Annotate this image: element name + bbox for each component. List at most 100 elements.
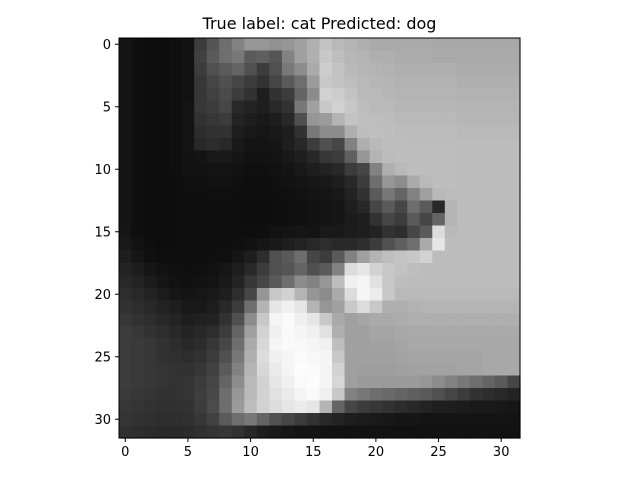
pixel-cell	[206, 300, 220, 314]
pixel-cell	[394, 238, 408, 252]
pixel-cell	[231, 350, 245, 364]
pixel-cell	[281, 425, 296, 439]
pixel-cell	[482, 75, 496, 89]
pixel-cell	[181, 288, 195, 302]
pixel-cell	[469, 150, 484, 164]
pixel-cell	[394, 188, 408, 202]
pixel-cell	[144, 325, 158, 339]
pixel-cell	[469, 238, 484, 252]
pixel-cell	[144, 375, 158, 389]
pixel-cell	[357, 350, 371, 364]
pixel-cell	[219, 250, 233, 264]
pixel-cell	[206, 50, 220, 64]
pixel-cell	[131, 300, 145, 314]
pixel-cell	[507, 125, 521, 139]
pixel-cell	[219, 150, 233, 164]
pixel-cell	[194, 413, 208, 427]
pixel-cell	[131, 213, 145, 227]
pixel-cell	[482, 388, 496, 402]
pixel-cell	[231, 38, 245, 52]
pixel-cell	[457, 213, 471, 227]
pixel-cell	[156, 275, 170, 289]
pixel-cell	[432, 400, 446, 414]
pixel-cell	[394, 363, 408, 377]
pixel-cell	[507, 50, 521, 64]
pixel-cell	[419, 50, 433, 64]
pixel-cell	[181, 100, 195, 114]
pixel-cell	[194, 313, 208, 327]
pixel-cell	[194, 50, 208, 64]
pixel-cell	[357, 125, 371, 139]
pixel-cell	[281, 388, 296, 402]
pixel-cell	[206, 188, 220, 202]
pixel-cell	[432, 188, 446, 202]
pixel-cell	[432, 100, 446, 114]
pixel-cell	[256, 163, 270, 177]
pixel-cell	[181, 125, 195, 139]
pixel-cell	[219, 213, 233, 227]
pixel-cell	[482, 325, 496, 339]
pixel-cell	[244, 325, 258, 339]
pixel-cell	[194, 275, 208, 289]
pixel-cell	[269, 425, 283, 439]
pixel-cell	[369, 413, 383, 427]
pixel-cell	[482, 100, 496, 114]
pixel-cell	[332, 388, 346, 402]
pixel-cell	[306, 263, 321, 277]
pixel-cell	[206, 425, 220, 439]
pixel-cell	[169, 175, 183, 189]
pixel-cell	[119, 175, 133, 189]
pixel-cell	[169, 288, 183, 302]
pixel-cell	[469, 50, 484, 64]
pixel-cell	[507, 225, 521, 239]
pixel-cell	[382, 300, 396, 314]
pixel-cell	[244, 413, 258, 427]
pixel-cell	[206, 275, 220, 289]
pixel-cell	[344, 388, 358, 402]
pixel-cell	[382, 175, 396, 189]
pixel-cell	[194, 425, 208, 439]
pixel-cell	[469, 250, 484, 264]
pixel-cell	[457, 163, 471, 177]
pixel-cell	[482, 63, 496, 77]
pixel-cell	[144, 238, 158, 252]
pixel-cell	[444, 88, 458, 102]
x-tick-label: 30	[493, 445, 510, 460]
pixel-cell	[419, 275, 433, 289]
pixel-cell	[482, 313, 496, 327]
pixel-cell	[482, 88, 496, 102]
pixel-cell	[194, 200, 208, 214]
pixel-cell	[194, 88, 208, 102]
pixel-cell	[332, 263, 346, 277]
pixel-cell	[407, 288, 421, 302]
pixel-cell	[369, 125, 383, 139]
pixel-cell	[332, 75, 346, 89]
pixel-cell	[156, 138, 170, 152]
pixel-cell	[244, 88, 258, 102]
pixel-cell	[457, 175, 471, 189]
pixel-cell	[419, 263, 433, 277]
pixel-cell	[344, 400, 358, 414]
pixel-cell	[432, 200, 446, 214]
pixel-cell	[131, 425, 145, 439]
pixel-cell	[394, 88, 408, 102]
pixel-cell	[244, 350, 258, 364]
pixel-cell	[194, 38, 208, 52]
pixel-cell	[131, 100, 145, 114]
pixel-cell	[219, 225, 233, 239]
pixel-cell	[407, 263, 421, 277]
pixel-cell	[131, 188, 145, 202]
pixel-cell	[231, 163, 245, 177]
pixel-cell	[194, 188, 208, 202]
pixel-cell	[306, 313, 321, 327]
pixel-cell	[206, 150, 220, 164]
pixel-cell	[131, 388, 145, 402]
pixel-cell	[507, 63, 521, 77]
pixel-cell	[394, 75, 408, 89]
pixel-cell	[244, 400, 258, 414]
pixel-cell	[131, 200, 145, 214]
pixel-cell	[181, 375, 195, 389]
pixel-cell	[169, 213, 183, 227]
pixel-cell	[156, 263, 170, 277]
pixel-cell	[206, 238, 220, 252]
